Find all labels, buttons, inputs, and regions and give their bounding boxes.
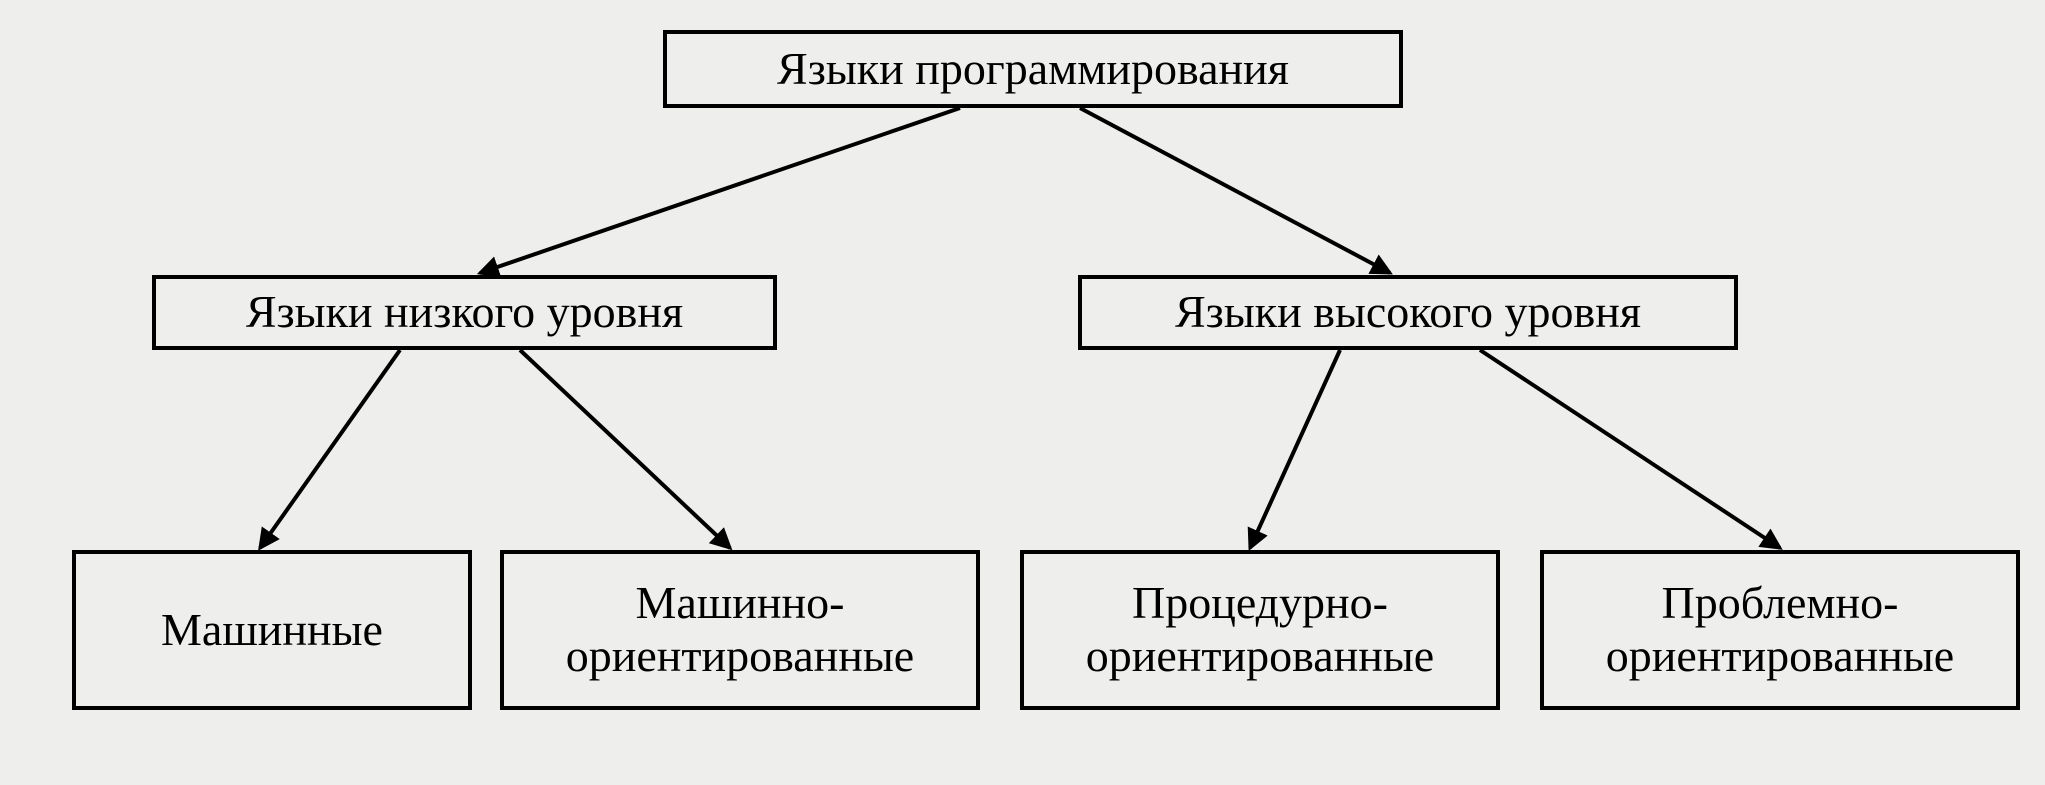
edge-root-to-high [1080,108,1390,273]
node-label: Машинно- ориентированные [566,577,914,683]
node-label: Языки программирования [777,43,1289,96]
node-high-level: Языки высокого уровня [1078,275,1738,350]
node-label: Машинные [161,604,383,657]
node-machine-oriented: Машинно- ориентированные [500,550,980,710]
edge-low-to-leaf1 [260,350,400,548]
node-procedure-oriented: Процедурно- ориентированные [1020,550,1500,710]
node-label: Проблемно- ориентированные [1606,577,1954,683]
edge-high-to-leaf4 [1480,350,1780,548]
node-label: Процедурно- ориентированные [1086,577,1434,683]
diagram-canvas: Языки программирования Языки низкого уро… [0,0,2045,785]
edge-high-to-leaf3 [1250,350,1340,548]
node-label: Языки низкого уровня [246,286,683,339]
node-label: Языки высокого уровня [1175,286,1641,339]
node-low-level: Языки низкого уровня [152,275,777,350]
node-root: Языки программирования [663,30,1403,108]
edge-low-to-leaf2 [520,350,730,548]
node-machine: Машинные [72,550,472,710]
node-problem-oriented: Проблемно- ориентированные [1540,550,2020,710]
edge-root-to-low [480,108,960,273]
